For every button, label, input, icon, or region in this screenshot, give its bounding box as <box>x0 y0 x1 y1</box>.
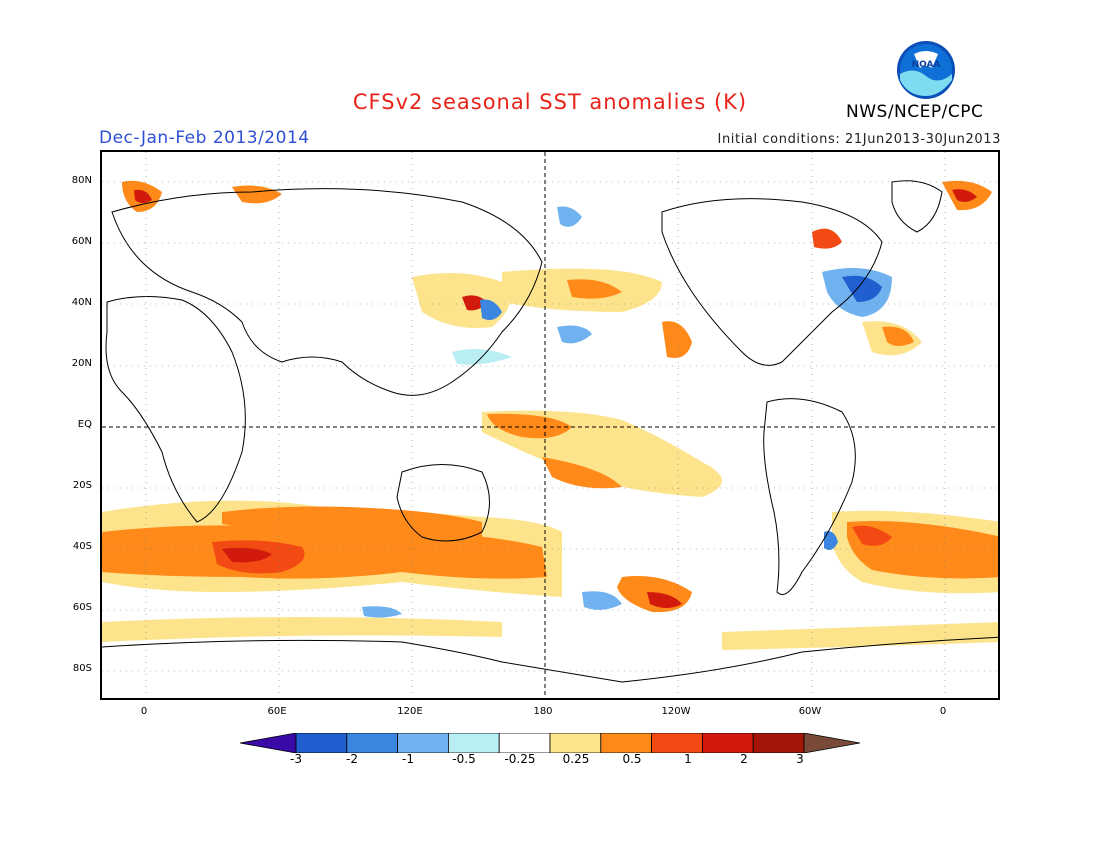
anomaly-fill-layer <box>102 180 998 650</box>
colorbar-label: 1 <box>684 752 692 766</box>
sst-anomaly-map <box>100 150 1000 700</box>
lat-label: 80S <box>72 663 92 674</box>
noaa-logo-icon: NOAA <box>896 40 956 100</box>
colorbar-label: -3 <box>290 752 302 766</box>
colorbar-segment <box>701 732 754 754</box>
colorbar-segment <box>651 732 703 754</box>
lat-label: 20S <box>72 480 92 491</box>
colorbar-segment <box>447 732 500 754</box>
coastline-layer <box>102 180 998 683</box>
colorbar-segment <box>346 732 399 754</box>
reference-lines <box>102 152 998 698</box>
colorbar-label: -0.5 <box>452 752 476 766</box>
colorbar-segment <box>803 732 861 754</box>
colorbar-segment <box>752 732 805 754</box>
colorbar-label: 3 <box>796 752 804 766</box>
lon-label: 60W <box>798 706 822 717</box>
season-label: Dec-Jan-Feb 2013/2014 <box>99 128 310 148</box>
lat-label: 80N <box>71 175 92 186</box>
colorbar-segment <box>498 732 551 754</box>
lat-label: 20N <box>71 358 92 369</box>
organization-label: NWS/NCEP/CPC <box>846 102 984 122</box>
logo-text: NOAA <box>912 60 941 70</box>
lat-label: 40N <box>71 297 92 308</box>
colorbar-segment <box>397 732 449 754</box>
lat-label: 40S <box>72 541 92 552</box>
colorbar-segment <box>239 732 297 754</box>
colorbar-segment <box>549 732 602 754</box>
colorbar-label: -2 <box>346 752 358 766</box>
lon-label: 60E <box>267 706 287 717</box>
lon-label: 180 <box>533 706 553 717</box>
lon-label: 120E <box>397 706 423 717</box>
lon-label: 120W <box>661 706 691 717</box>
colorbar-label: 0.25 <box>562 752 590 766</box>
map-title: CFSv2 seasonal SST anomalies (K) <box>352 90 748 114</box>
colorbar-label: -1 <box>402 752 414 766</box>
lon-label: 0 <box>140 706 148 717</box>
colorbar-label: -0.25 <box>504 752 536 766</box>
colorbar-label: 0.5 <box>622 752 642 766</box>
colorbar <box>239 732 861 754</box>
lon-label: 0 <box>939 706 947 717</box>
initial-conditions-label: Initial conditions: 21Jun2013-30Jun2013 <box>717 132 1001 147</box>
graticule <box>102 152 998 698</box>
colorbar-segment <box>295 732 348 754</box>
lat-label: 60S <box>72 602 92 613</box>
colorbar-segment <box>600 732 652 754</box>
colorbar-label: 2 <box>740 752 748 766</box>
lat-label: EQ <box>77 419 92 430</box>
lat-label: 60N <box>71 236 92 247</box>
